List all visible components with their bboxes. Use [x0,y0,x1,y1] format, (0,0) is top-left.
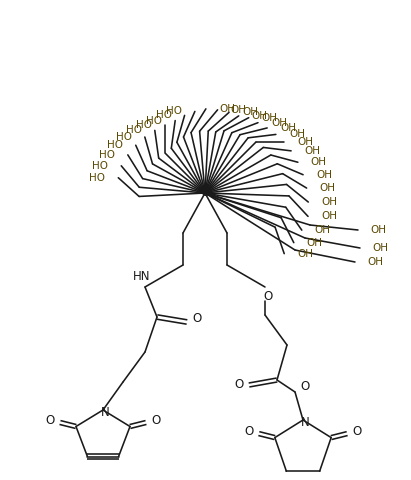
Text: O: O [353,425,362,438]
Text: OH: OH [242,108,258,117]
Text: OH: OH [297,137,313,147]
Text: OH: OH [321,197,337,207]
Text: OH: OH [316,170,332,180]
Text: HO: HO [156,110,172,120]
Text: O: O [263,290,272,303]
Text: O: O [192,312,202,325]
Text: HO: HO [146,116,162,126]
Text: OH: OH [262,113,278,123]
Text: HO: HO [92,161,108,171]
Text: OH: OH [320,183,336,193]
Text: HO: HO [89,173,105,183]
Text: N: N [300,416,309,429]
Text: HO: HO [99,150,115,160]
Text: HO: HO [107,140,123,150]
Text: OH: OH [311,157,327,167]
Text: HO: HO [126,125,142,135]
Text: O: O [200,187,210,200]
Text: OH: OH [307,238,323,248]
Text: OH: OH [219,104,235,114]
Text: OH: OH [315,225,331,235]
Text: HO: HO [136,120,152,131]
Text: OH: OH [304,146,320,156]
Text: O: O [244,425,254,438]
Text: OH: OH [297,249,313,259]
Text: N: N [101,406,109,419]
Text: O: O [234,379,244,392]
Text: OH: OH [231,105,247,115]
Text: OH: OH [271,118,287,128]
Text: O: O [45,414,55,427]
Text: OH: OH [372,243,388,253]
Text: HO: HO [166,107,182,117]
Text: OH: OH [367,257,383,267]
Text: OH: OH [280,123,296,133]
Text: O: O [151,414,161,427]
Text: OH: OH [321,211,337,221]
Text: OH: OH [289,130,305,139]
Text: OH: OH [370,225,386,235]
Text: HO: HO [116,132,132,142]
Text: O: O [300,381,309,394]
Text: OH: OH [252,111,268,121]
Text: HN: HN [133,271,151,284]
